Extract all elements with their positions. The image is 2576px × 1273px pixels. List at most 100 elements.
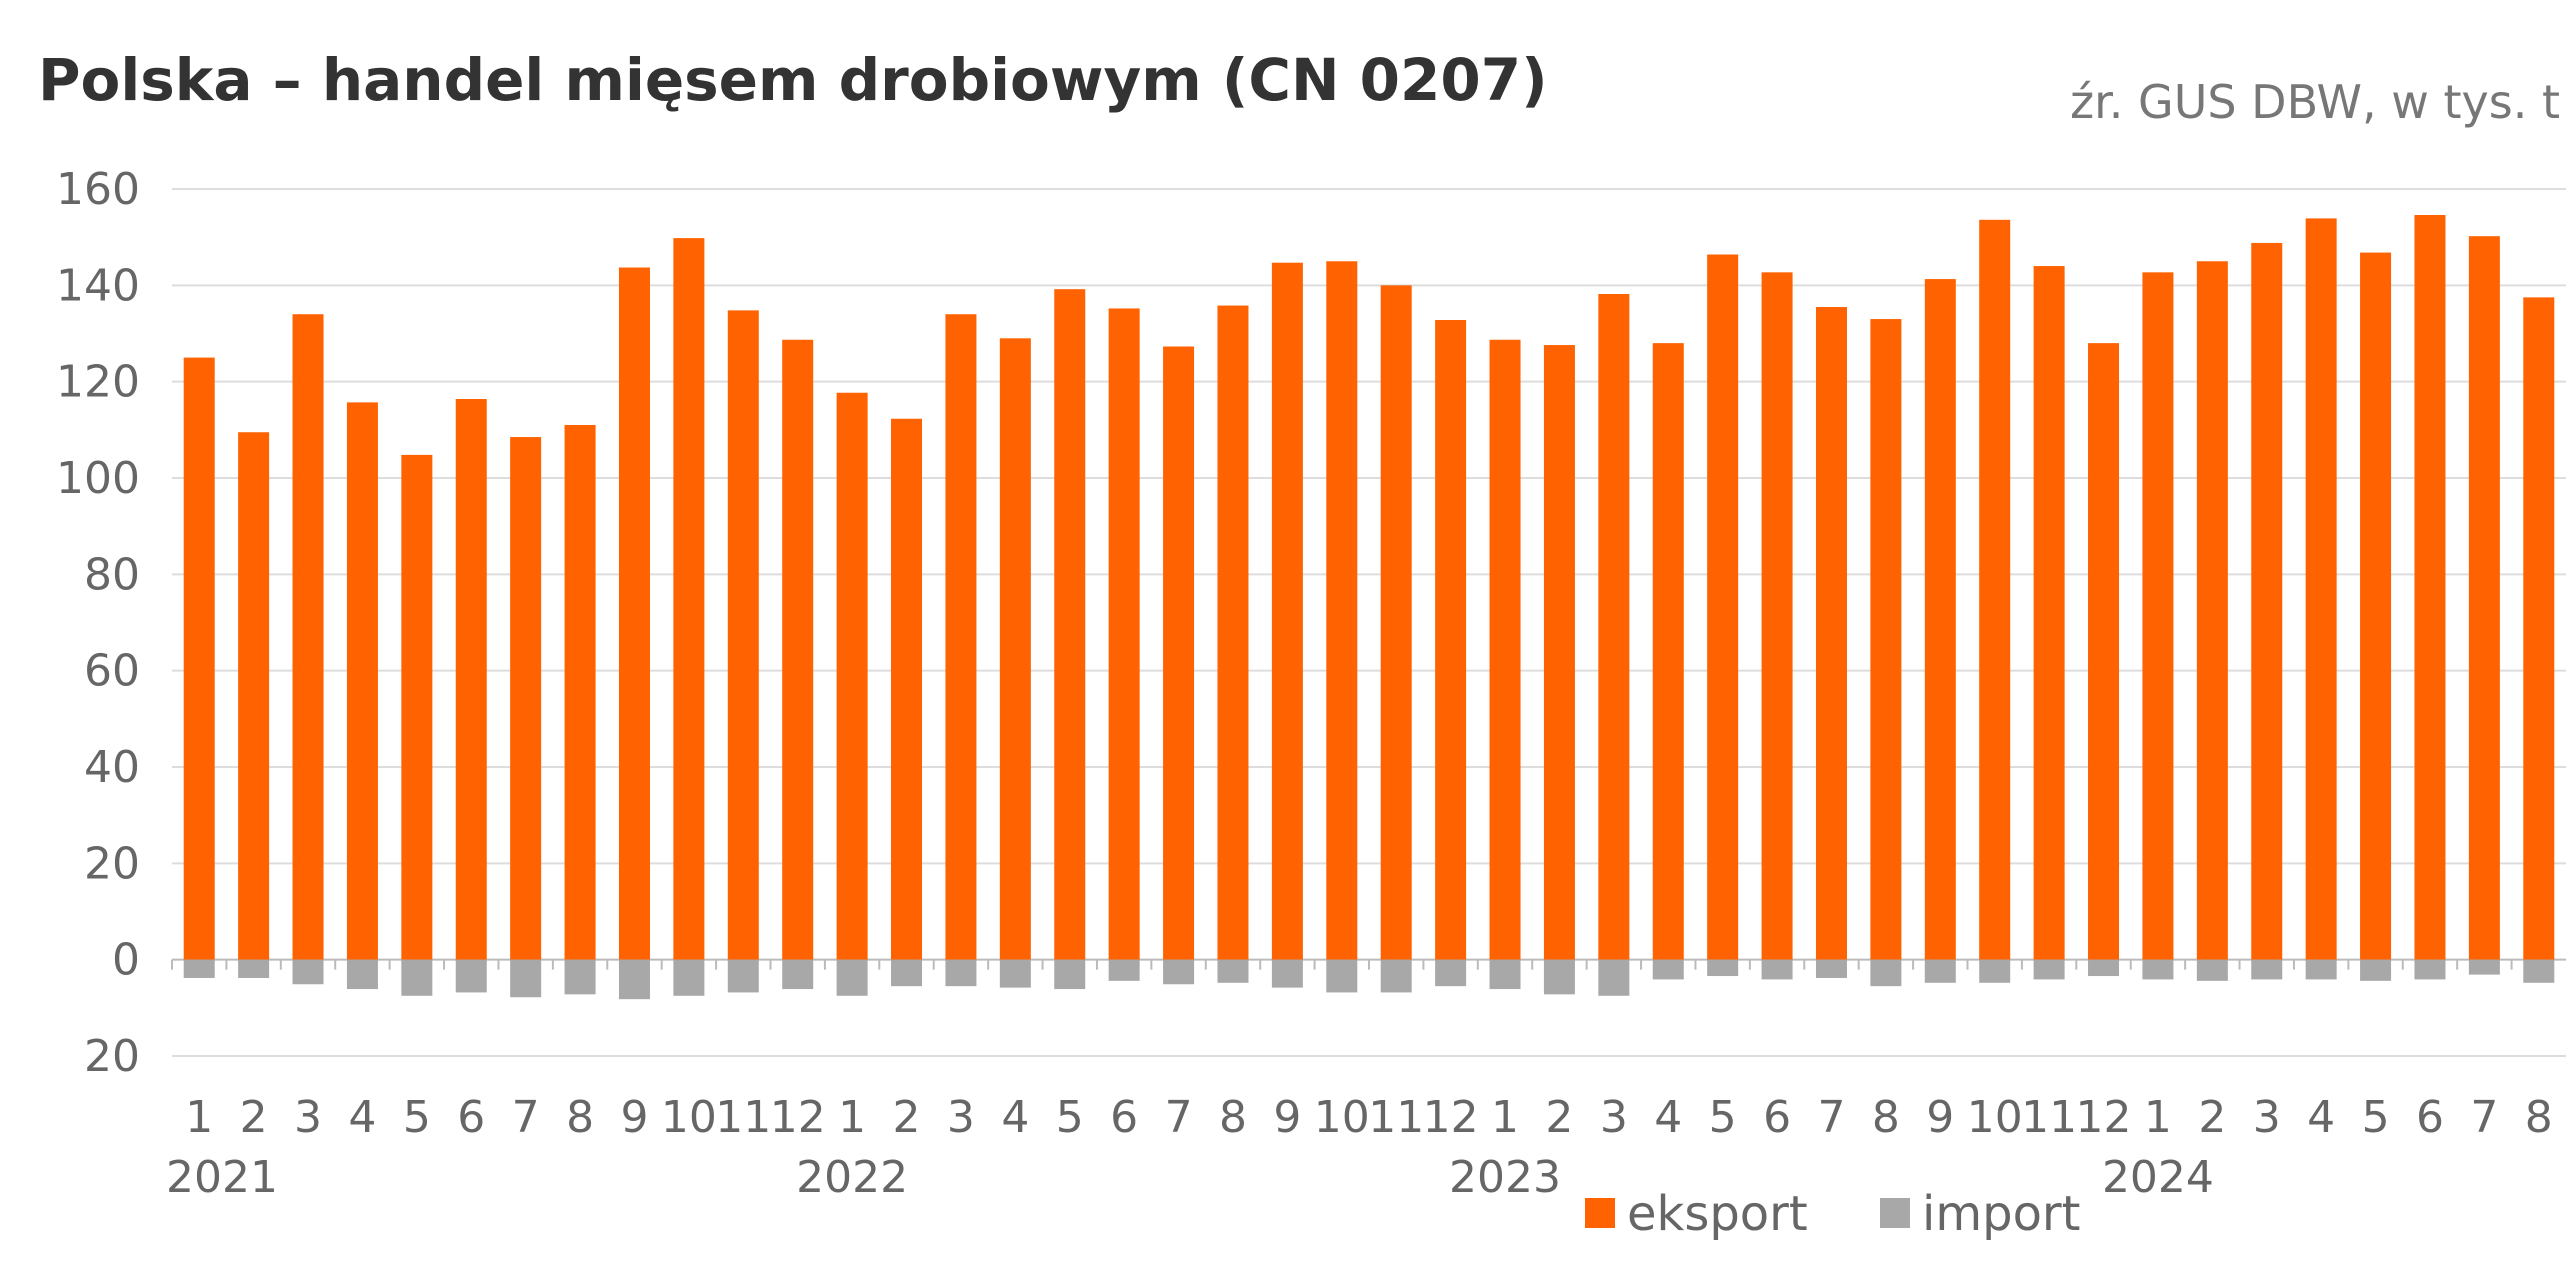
x-tick-label: 12 xyxy=(2076,1092,2132,1143)
x-tick-label: 1 xyxy=(1491,1092,1519,1143)
x-tick-label: 9 xyxy=(1273,1092,1301,1143)
x-tick-label: 8 xyxy=(1872,1092,1900,1143)
x-tick-label: 2 xyxy=(2198,1092,2226,1143)
x-tick-label: 6 xyxy=(1110,1092,1138,1143)
bar-import xyxy=(1163,959,1195,985)
x-tick-label: 4 xyxy=(1654,1092,1682,1143)
bar-import xyxy=(2414,959,2446,980)
bar-import xyxy=(1598,959,1630,996)
bar-eksport xyxy=(1489,339,1521,960)
bar-import xyxy=(1054,959,1086,990)
x-tick-label: 9 xyxy=(620,1092,648,1143)
x-tick-label: 6 xyxy=(1763,1092,1791,1143)
bar-eksport xyxy=(1652,343,1684,960)
bar-eksport xyxy=(1217,305,1249,960)
bar-import xyxy=(1543,959,1575,995)
x-tick-label: 12 xyxy=(770,1092,826,1143)
x-tick-label: 9 xyxy=(1926,1092,1954,1143)
bar-eksport xyxy=(1870,319,1902,960)
bar-import xyxy=(1652,959,1684,980)
bar-import xyxy=(618,959,650,1000)
x-tick-label: 5 xyxy=(1709,1092,1737,1143)
x-tick-label: 2 xyxy=(893,1092,921,1143)
bar-import xyxy=(455,959,487,993)
x-tick-label: 2 xyxy=(240,1092,268,1143)
bar-eksport xyxy=(1108,308,1140,960)
bar-import xyxy=(1435,959,1467,987)
bar-import xyxy=(836,959,868,996)
x-tick-label: 4 xyxy=(1001,1092,1029,1143)
x-tick-label: 6 xyxy=(2416,1092,2444,1143)
bar-eksport xyxy=(1815,307,1847,960)
bar-import xyxy=(782,959,814,990)
bar-eksport xyxy=(836,392,868,960)
bar-eksport xyxy=(2523,297,2555,960)
bar-eksport xyxy=(1380,285,1412,960)
bar-eksport xyxy=(1163,346,1195,960)
bar-eksport xyxy=(2251,242,2283,960)
bar-eksport xyxy=(2414,215,2446,960)
bar-eksport xyxy=(945,314,977,960)
bar-import xyxy=(1870,959,1902,987)
bar-import xyxy=(401,959,433,996)
x-tick-label: 2 xyxy=(1545,1092,1573,1143)
bar-import xyxy=(2142,959,2174,980)
x-tick-label: 1 xyxy=(185,1092,213,1143)
x-tick-label: 7 xyxy=(1165,1092,1193,1143)
bar-eksport xyxy=(2088,343,2120,960)
legend-swatch-import xyxy=(1880,1198,1910,1228)
x-tick-label: 10 xyxy=(661,1092,717,1143)
bar-import xyxy=(1924,959,1956,983)
bar-eksport xyxy=(891,418,923,960)
bar-eksport xyxy=(1924,279,1956,960)
bar-eksport xyxy=(2033,266,2065,960)
bar-eksport xyxy=(2196,261,2228,960)
legend-label-import: import xyxy=(1922,1186,2080,1242)
bar-import xyxy=(1108,959,1140,981)
bar-eksport xyxy=(727,310,759,960)
year-label: 2021 xyxy=(166,1152,278,1203)
bar-import xyxy=(292,959,324,985)
bar-import xyxy=(891,959,923,987)
x-tick-label: 7 xyxy=(512,1092,540,1143)
bar-import xyxy=(2196,959,2228,981)
y-tick-label: 160 xyxy=(56,164,140,215)
bar-eksport xyxy=(618,267,650,960)
bar-eksport xyxy=(401,454,433,960)
x-tick-label: 6 xyxy=(457,1092,485,1143)
y-tick-label: 120 xyxy=(56,357,140,408)
bar-import xyxy=(2523,959,2555,983)
x-tick-label: 3 xyxy=(2253,1092,2281,1143)
y-tick-label: 100 xyxy=(56,453,140,504)
bar-eksport xyxy=(782,339,814,960)
y-tick-label: 20 xyxy=(84,838,140,889)
bar-eksport xyxy=(346,402,378,960)
bar-eksport xyxy=(1707,254,1739,960)
y-tick-label: 0 xyxy=(112,935,140,986)
bar-eksport xyxy=(2468,236,2500,960)
bar-eksport xyxy=(238,432,270,960)
x-tick-label: 5 xyxy=(1056,1092,1084,1143)
y-tick-label: 80 xyxy=(84,549,140,600)
bar-eksport xyxy=(292,314,324,960)
x-tick-label: 3 xyxy=(1600,1092,1628,1143)
x-tick-label: 8 xyxy=(566,1092,594,1143)
bar-eksport xyxy=(1598,294,1630,960)
x-tick-label: 1 xyxy=(838,1092,866,1143)
y-tick-label: 20 xyxy=(84,1031,140,1082)
y-tick-label: 140 xyxy=(56,260,140,311)
bar-eksport xyxy=(1326,261,1358,960)
bar-import xyxy=(1707,959,1739,977)
bar-import xyxy=(1489,959,1521,990)
bar-import xyxy=(1271,959,1303,988)
x-tick-label: 12 xyxy=(1423,1092,1479,1143)
bar-import xyxy=(564,959,596,995)
x-tick-label: 3 xyxy=(294,1092,322,1143)
bar-import xyxy=(727,959,759,993)
x-tick-label: 5 xyxy=(2362,1092,2390,1143)
x-tick-label: 11 xyxy=(2021,1092,2077,1143)
bar-eksport xyxy=(673,238,705,960)
bar-import xyxy=(2251,959,2283,980)
bar-import xyxy=(945,959,977,987)
